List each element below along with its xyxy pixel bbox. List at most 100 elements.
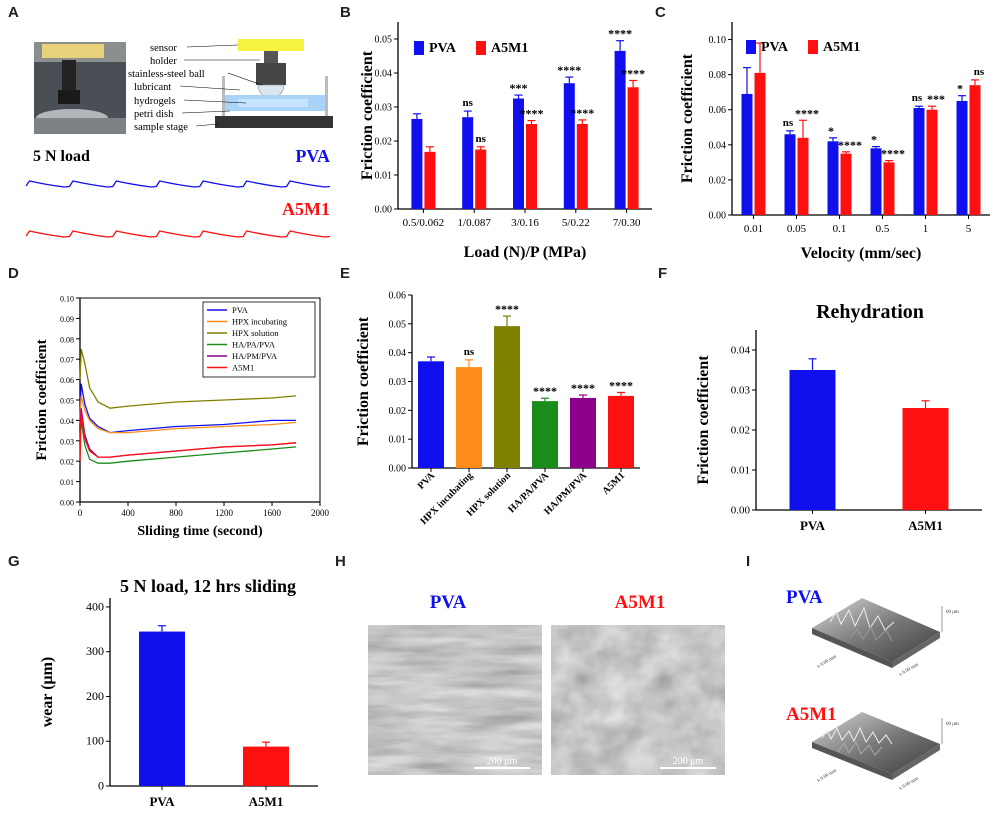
- series-line: [79, 348, 297, 409]
- bar-pva: [784, 134, 796, 215]
- y-tick-label: 0.03: [389, 377, 407, 388]
- x-tick-label: 0: [78, 508, 83, 518]
- y-tick-label: 0.06: [389, 291, 407, 302]
- y-tick-label: 0.08: [60, 335, 74, 344]
- y-tick-label: 0.01: [731, 465, 750, 477]
- y-tick-label: 0.03: [375, 103, 393, 114]
- x-tick-label: 7/0.30: [613, 217, 641, 229]
- chart-title: 5 N load, 12 hrs sliding: [120, 576, 296, 596]
- legend-label: A5M1: [232, 363, 254, 373]
- x-tick-label: PVA: [800, 518, 826, 533]
- bar: [456, 367, 482, 468]
- part-labels: sensor holder stainless-steel ball lubri…: [128, 43, 263, 133]
- y-tick-label: 0.04: [389, 348, 407, 359]
- y-tick-label: 0.08: [709, 70, 727, 81]
- bar-a5m1: [883, 162, 895, 215]
- significance-mark: ****: [570, 106, 594, 120]
- y-tick-label: 400: [86, 599, 104, 613]
- significance-mark: *: [871, 133, 877, 147]
- bar-pva: [563, 83, 575, 209]
- y-tick-label: 0.02: [389, 406, 407, 417]
- trace-label-pva: PVA: [295, 146, 330, 166]
- y-tick-label: 0.00: [731, 505, 751, 517]
- x-tick-label: 0.5/0.062: [403, 217, 445, 229]
- significance-mark: ****: [571, 381, 595, 395]
- bar-pva: [614, 50, 626, 210]
- legend-swatch-pva: [746, 40, 756, 54]
- x-tick-label: 0.5: [876, 223, 890, 235]
- significance-mark: *: [828, 124, 834, 138]
- panel-e-chart: E 0.00 0.01 0.02 0.03 0.04 0.05 0.06 Friction co…: [340, 265, 640, 527]
- x-tick-label: A5M1: [908, 518, 943, 533]
- panel-c-chart: C 0.00 0.02 0.04 0.06 0.08 0.10 Friction coeffi…: [655, 4, 990, 262]
- y-tick-label: 0.00: [389, 464, 407, 475]
- bar-pva: [913, 107, 925, 215]
- trace-a5m1: [25, 230, 331, 238]
- panel-b-chart: B 0.00 0.01 0.02 0.03 0.04 0.05 Friction coeffi…: [340, 4, 652, 261]
- y-tick-label: 0.01: [375, 171, 393, 182]
- significance-mark: ns: [464, 346, 475, 358]
- bar-a5m1: [926, 109, 938, 215]
- panel-f-chart: F Rehydration 0.00 0.01 0.02 0.03 0.04 Friction…: [658, 265, 982, 533]
- bar-a5m1: [840, 153, 852, 215]
- x-tick-label: 5/0.22: [562, 217, 590, 229]
- bar-pva: [956, 100, 968, 215]
- apparatus-photo: [34, 42, 126, 134]
- bar-a5m1: [526, 124, 537, 209]
- significance-mark: ***: [927, 92, 945, 106]
- legend-box: [202, 301, 316, 378]
- panel-i: I PVA 60 μm x 0.00 mm x 0.00 mm A5M1 60 …: [746, 553, 959, 792]
- bar-pva: [411, 118, 423, 209]
- legend-label-a5m1: A5M1: [823, 40, 860, 55]
- y-tick-label: 0.03: [731, 385, 751, 397]
- significance-mark: *: [957, 82, 963, 96]
- panel-label: G: [8, 553, 20, 570]
- significance-mark: ns: [462, 97, 473, 109]
- legend-label: PVA: [232, 305, 249, 315]
- part-label-1: holder: [150, 56, 177, 67]
- bar: [243, 746, 289, 786]
- x-tick-label: 3/0.16: [511, 217, 539, 229]
- bar-pva: [741, 93, 753, 215]
- bar: [494, 326, 520, 468]
- y-tick-label: 0.06: [709, 105, 727, 116]
- y-tick-label: 0: [98, 779, 104, 793]
- part-label-3: lubricant: [134, 82, 171, 93]
- significance-mark: ****: [520, 107, 544, 121]
- y-tick-label: 0.10: [60, 295, 74, 304]
- panel-i-label: I: [746, 553, 750, 570]
- panel-label: C: [655, 4, 666, 21]
- y-tick-label: 0.04: [709, 140, 727, 151]
- y-tick-label: 200: [86, 689, 104, 703]
- panel-label: E: [340, 265, 350, 282]
- y-tick-label: 0.04: [375, 69, 393, 80]
- legend-label-a5m1: A5M1: [491, 41, 528, 56]
- part-label-2: stainless-steel ball: [128, 69, 205, 80]
- y-tick-label: 0.02: [709, 175, 727, 186]
- bar-pva: [513, 98, 524, 209]
- bar-a5m1: [627, 87, 639, 209]
- y-tick-label: 0.03: [60, 437, 74, 446]
- x-axis-label: Sliding time (second): [137, 524, 263, 539]
- sem-title-pva: PVA: [430, 592, 467, 613]
- y-tick-label: 0.02: [375, 137, 393, 148]
- bar-pva: [827, 141, 839, 215]
- part-label-5: petri dish: [134, 109, 174, 120]
- y-axis-label: Friction coefficient: [695, 355, 712, 485]
- bar: [570, 397, 596, 468]
- part-label-4: hydrogels: [134, 96, 175, 107]
- significance-mark: ****: [881, 147, 905, 161]
- y-tick-label: 0.05: [60, 397, 74, 406]
- series-line: [79, 395, 297, 434]
- significance-mark: ****: [795, 106, 819, 120]
- afm-y-a5m1: x 0.00 mm: [899, 777, 920, 792]
- bar-a5m1: [754, 72, 766, 215]
- chart-title: Rehydration: [816, 301, 924, 323]
- x-axis-label: Load (N)/P (MPa): [464, 244, 587, 261]
- afm-title-a5m1: A5M1: [786, 704, 837, 725]
- x-tick-label: 2000: [311, 508, 330, 518]
- panel-h-label: H: [335, 553, 346, 570]
- x-tick-label: 5: [966, 223, 972, 235]
- x-tick-label: 1: [923, 223, 929, 235]
- afm-surface-pva: 60 μm x 0.00 mm x 0.00 mm: [812, 598, 959, 678]
